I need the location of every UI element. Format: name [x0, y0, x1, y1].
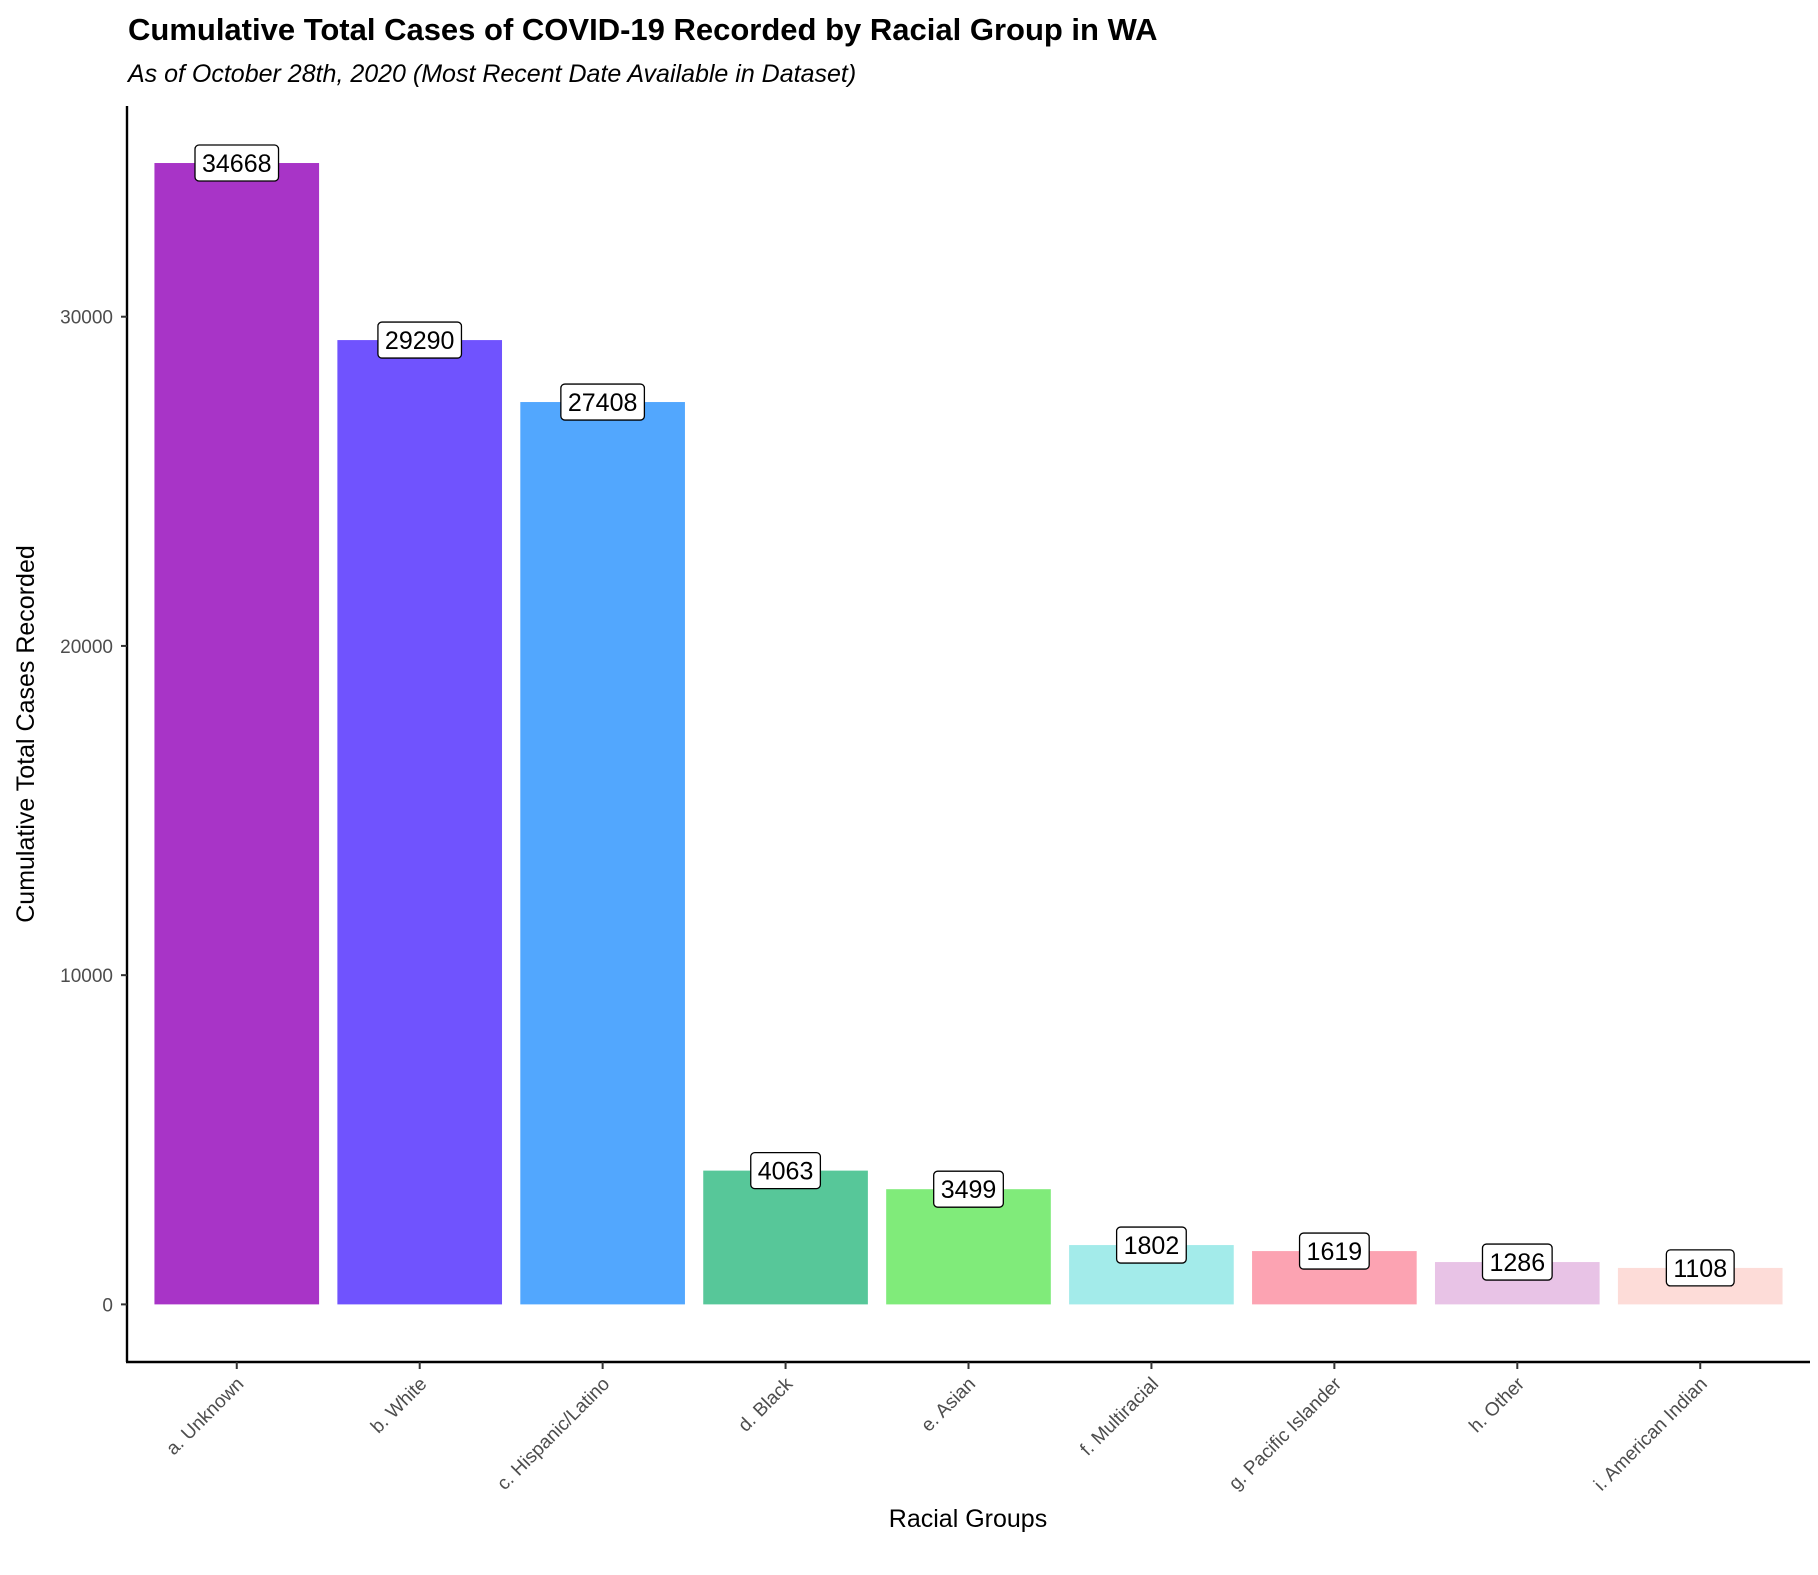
bar-c-hispanic-latino [520, 402, 685, 1305]
data-label-b-white: 29290 [377, 321, 463, 359]
chart-subtitle: As of October 28th, 2020 (Most Recent Da… [126, 60, 856, 88]
y-tick-label: 10000 [60, 966, 113, 987]
data-label-h-other: 1286 [1481, 1243, 1553, 1281]
data-label-d-black: 4063 [750, 1151, 822, 1190]
data-label-box [560, 383, 646, 421]
x-ticks-layer: a. Unknown b. White c. Hispanic/Latino d. B… [162, 1362, 1712, 1496]
data-label-box [1481, 1243, 1553, 1281]
x-tick-label-f-multiracial: f. Multiracial [1076, 1374, 1163, 1461]
x-tick-label-g-pacific-islander: g. Pacific Islander [1225, 1373, 1346, 1494]
y-ticks-layer: 0 10000 20000 30000 [60, 308, 127, 1316]
data-label-value: 29290 [385, 327, 455, 355]
data-label-a-unknown: 34668 [194, 144, 280, 182]
bar-a-unknown [154, 163, 320, 1305]
bar-d-black [703, 1170, 868, 1305]
x-tick-label-i-american-indian: i. American Indian [1590, 1374, 1712, 1496]
x-tick-label-a-unknown: a. Unknown [162, 1374, 248, 1460]
data-label-box [377, 321, 463, 359]
data-label-value: 1108 [1673, 1255, 1727, 1283]
y-tick-label: 30000 [60, 308, 113, 329]
data-label-value: 1286 [1489, 1249, 1545, 1277]
y-tick-label: 0 [102, 1295, 113, 1316]
y-tick-label: 20000 [60, 637, 113, 658]
data-label-i-american-indian: 1108 [1665, 1249, 1735, 1287]
data-label-g-pacific-islander: 1619 [1298, 1232, 1370, 1270]
x-axis-title: Racial Groups [889, 1505, 1047, 1533]
data-label-box [1665, 1249, 1735, 1287]
x-tick-label-d-black: d. Black [734, 1373, 797, 1436]
bars-layer [154, 163, 1783, 1305]
data-label-value: 34668 [202, 150, 272, 178]
data-label-box [933, 1170, 1004, 1208]
bar-b-white [337, 340, 503, 1305]
data-label-box [1298, 1232, 1370, 1270]
data-label-box [750, 1151, 822, 1190]
x-tick-label-b-white: b. White [367, 1374, 431, 1438]
data-label-f-multiracial: 1802 [1115, 1226, 1187, 1264]
x-tick-label-e-asian: e. Asian [917, 1374, 980, 1437]
data-labels-layer: 34668 29290 27408 4063 3499 1802 1619 1286 1108 [194, 144, 1735, 1287]
data-label-e-asian: 3499 [933, 1170, 1004, 1208]
data-label-value: 27408 [568, 389, 638, 417]
y-axis-title: Cumulative Total Cases Recorded [12, 545, 40, 923]
chart-title: Cumulative Total Cases of COVID-19 Recor… [128, 12, 1158, 47]
bar-e-asian [886, 1189, 1051, 1305]
data-label-value: 3499 [941, 1176, 997, 1204]
x-tick-label-h-other: h. Other [1465, 1373, 1529, 1437]
data-label-box [194, 144, 280, 182]
data-label-c-hispanic-latino: 27408 [560, 383, 646, 421]
data-label-value: 1619 [1307, 1238, 1363, 1266]
data-label-value: 4063 [758, 1158, 814, 1186]
data-label-box [1115, 1226, 1187, 1264]
data-label-value: 1802 [1124, 1232, 1180, 1260]
x-tick-label-c-hispanic-latino: c. Hispanic/Latino [493, 1374, 614, 1495]
